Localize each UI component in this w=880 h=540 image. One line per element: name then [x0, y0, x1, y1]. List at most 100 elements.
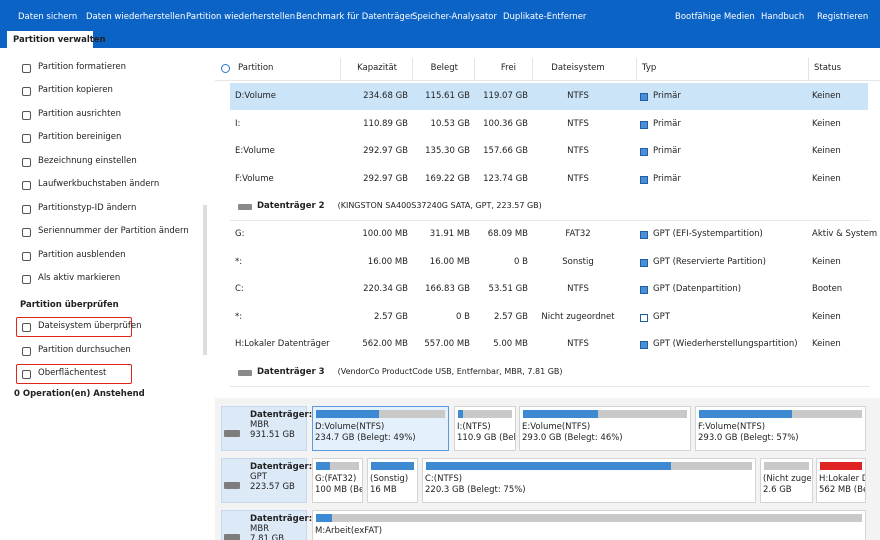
type-square: [640, 286, 648, 294]
toolbar-button[interactable]: Handbuch: [761, 12, 805, 22]
toolbar-button[interactable]: Daten wiederherstellen: [86, 12, 186, 22]
table-cell: Sonstig: [562, 256, 594, 267]
icon: [22, 64, 31, 73]
toolbar-button[interactable]: Benchmark für Datenträger: [296, 12, 414, 22]
menu-item[interactable]: Seriennummer der Partition ändern: [38, 226, 189, 236]
column-separator: [412, 58, 413, 80]
menu-item[interactable]: Laufwerkbuchstaben ändern: [38, 179, 160, 189]
menu-item[interactable]: Partition ausrichten: [38, 109, 122, 119]
table-cell: *:: [235, 256, 243, 267]
menu-item[interactable]: Partitionstyp-ID ändern: [38, 203, 137, 213]
disk-header[interactable]: Datenträger 3: [257, 366, 325, 377]
table-cell: I:: [235, 118, 241, 129]
table-cell: Primär: [653, 173, 681, 184]
icon: [22, 205, 31, 214]
disk-icon: [238, 369, 252, 376]
icon: [22, 347, 31, 356]
menu-item[interactable]: Bezeichnung einstellen: [38, 156, 137, 166]
table-cell: NTFS: [567, 173, 589, 184]
table-cell: 169.22 GB: [425, 173, 470, 184]
table-cell: Primär: [653, 118, 681, 129]
partition-label: C:(NTFS): [425, 474, 463, 484]
table-cell: 115.61 GB: [425, 91, 470, 101]
separator: [230, 220, 870, 221]
menu-item[interactable]: Partition formatieren: [38, 62, 127, 72]
disk-icon: [224, 482, 240, 489]
disk-style: MBR: [250, 524, 270, 534]
type-square: [640, 258, 648, 267]
disk-icon: [238, 204, 252, 210]
tab[interactable]: Partition verwalten: [7, 31, 106, 48]
toolbar-button[interactable]: Partition wiederherstellen: [186, 12, 296, 22]
column-header[interactable]: Dateisystem: [551, 63, 605, 73]
table-cell: 68.09 MB: [487, 229, 528, 239]
table-cell: Aktiv & System: [812, 229, 878, 239]
menu-item[interactable]: Partition bereinigen: [38, 132, 122, 142]
table-cell: 292.97 GB: [363, 173, 408, 184]
disk-style: GPT: [250, 472, 267, 482]
type-square: [640, 231, 648, 239]
table-cell: 234.68 GB: [363, 91, 408, 101]
disk-header[interactable]: Datenträger 2: [257, 201, 325, 211]
icon: [22, 134, 31, 143]
table-cell: 100.36 GB: [483, 118, 528, 129]
menu-item[interactable]: Partition kopieren: [38, 85, 113, 95]
column-header[interactable]: Frei: [500, 63, 516, 73]
table-cell: Nicht zugeordnet: [541, 311, 615, 322]
disk-detail: (KINGSTON SA400S37240G SATA, GPT, 223.57…: [337, 201, 542, 210]
column-header[interactable]: Typ: [642, 63, 657, 73]
selected-row[interactable]: [230, 83, 868, 110]
table-cell: Keinen: [812, 91, 841, 101]
section-title: Partition überprüfen: [20, 300, 119, 310]
type-square: [640, 313, 648, 322]
disk-size: 7.81 GB: [250, 534, 285, 540]
type-square: [640, 341, 648, 349]
toolbar-button[interactable]: Bootfähige Medien: [675, 12, 755, 22]
table-cell: 0 B: [514, 256, 528, 267]
table-cell: 2.57 GB: [493, 311, 528, 322]
disk-icon: [224, 534, 240, 540]
table-cell: GPT (EFI-Systempartition): [653, 229, 763, 239]
disk-box[interactable]: [221, 406, 307, 451]
table-cell: Primär: [653, 91, 681, 101]
type-square: [640, 175, 648, 184]
column-header[interactable]: Status: [814, 63, 842, 73]
partition-detail: 2.6 GB: [763, 485, 792, 495]
table-cell: 0 B: [456, 311, 470, 322]
column-header[interactable]: Kapazität: [357, 63, 397, 73]
table-cell: 16.00 MB: [429, 256, 470, 267]
toolbar-button[interactable]: Registrieren: [817, 12, 869, 22]
column-header[interactable]: Belegt: [430, 63, 458, 73]
menu-item[interactable]: Partition durchsuchen: [38, 345, 131, 355]
table-cell: NTFS: [567, 146, 589, 156]
table-cell: FAT32: [565, 229, 591, 239]
toolbar-button[interactable]: Daten sichern: [18, 12, 78, 22]
menu-item[interactable]: Partition ausblenden: [38, 250, 126, 260]
toolbar-button[interactable]: Speicher-Analysator: [412, 12, 497, 22]
table-cell: 220.34 GB: [363, 284, 408, 294]
partition-label: (Nicht zugeo: [763, 474, 812, 484]
usage-bar: [316, 514, 862, 522]
usage-fill: [458, 410, 464, 418]
disk-size: 931.51 GB: [250, 430, 295, 440]
column-separator: [808, 58, 809, 80]
menu-item[interactable]: Oberflächentest: [38, 368, 107, 378]
icon: [22, 275, 31, 284]
table-cell: NTFS: [567, 118, 589, 129]
partition-label: D:Volume(NTFS): [315, 422, 385, 432]
table-cell: NTFS: [567, 91, 589, 101]
table-cell: 10.53 GB: [430, 118, 470, 129]
partition-detail: 234.7 GB (Belegt: 49%): [315, 433, 416, 443]
table-cell: E:Volume: [235, 146, 275, 156]
menu-item[interactable]: Als aktiv markieren: [38, 273, 121, 283]
table-cell: GPT: [653, 311, 670, 322]
column-separator: [636, 58, 637, 80]
disk-box[interactable]: [221, 458, 307, 503]
toolbar-button[interactable]: Duplikate-Entferner: [503, 12, 587, 22]
usage-fill: [523, 410, 599, 418]
usage-bar: [316, 462, 359, 470]
column-header[interactable]: Partition: [238, 63, 274, 73]
disk-size: 223.57 GB: [250, 482, 295, 492]
icon: [22, 252, 31, 261]
menu-item[interactable]: Dateisystem überprüfen: [38, 321, 142, 331]
